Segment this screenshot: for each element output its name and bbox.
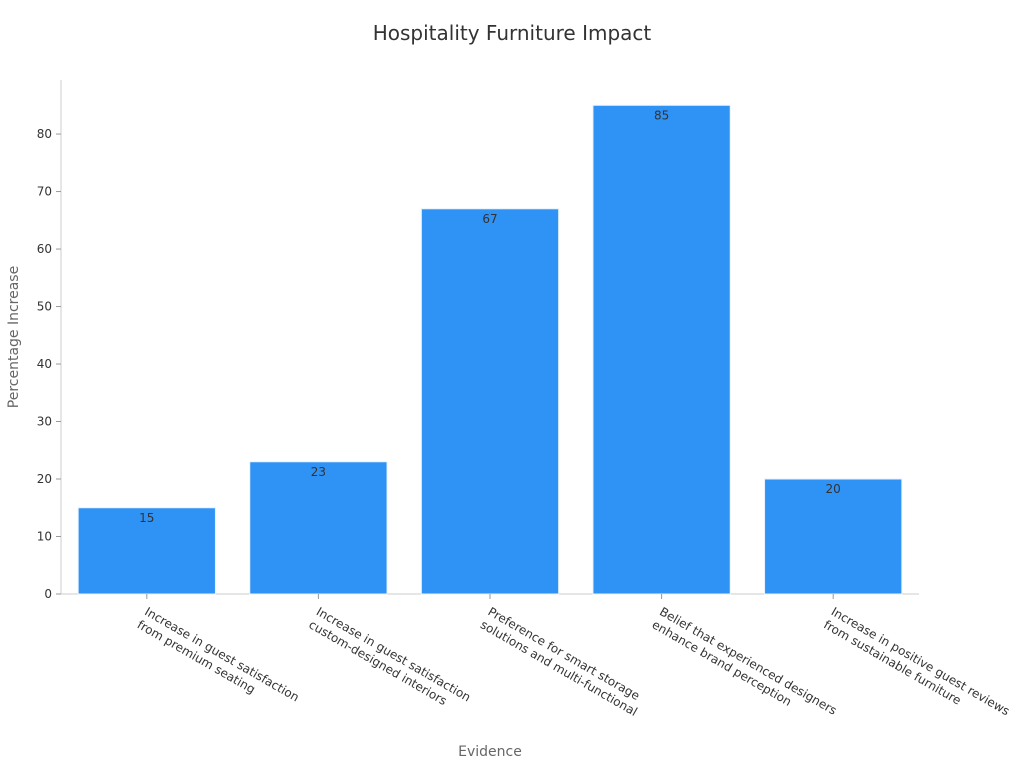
x-tick-label: Increase in guest satisfactioncustom-des…: [306, 604, 473, 717]
value-label: 85: [654, 108, 669, 122]
value-label: 23: [311, 465, 326, 479]
bar: [249, 461, 388, 595]
value-label: 67: [482, 212, 497, 226]
x-tick-label: Increase in guest satisfactionfrom premi…: [135, 604, 302, 717]
x-axis-title: Evidence: [458, 744, 522, 760]
value-label: 15: [139, 511, 154, 525]
bar: [764, 478, 903, 595]
y-tick-label: 70: [37, 185, 52, 199]
bar: [592, 104, 731, 595]
x-tick-label: Increase in positive guest reviewsfrom s…: [821, 604, 1012, 731]
y-tick-label: 20: [37, 472, 52, 486]
x-tick-label: Belief that experienced designersenhance…: [650, 604, 840, 730]
y-tick-label: 50: [37, 300, 52, 314]
bar: [420, 208, 560, 595]
y-tick-label: 60: [37, 242, 52, 256]
y-tick-label: 30: [37, 415, 52, 429]
chart-title: Hospitality Furniture Impact: [373, 21, 652, 45]
y-tick-label: 10: [37, 530, 52, 544]
y-tick-label: 80: [37, 127, 52, 141]
y-tick-label: 40: [37, 357, 52, 371]
value-label: 20: [826, 482, 841, 496]
y-axis-title: Percentage Increase: [6, 266, 22, 408]
y-tick-label: 0: [44, 587, 52, 601]
bar: [77, 507, 216, 595]
x-tick-label: Preference for smart storagesolutions an…: [478, 604, 647, 718]
